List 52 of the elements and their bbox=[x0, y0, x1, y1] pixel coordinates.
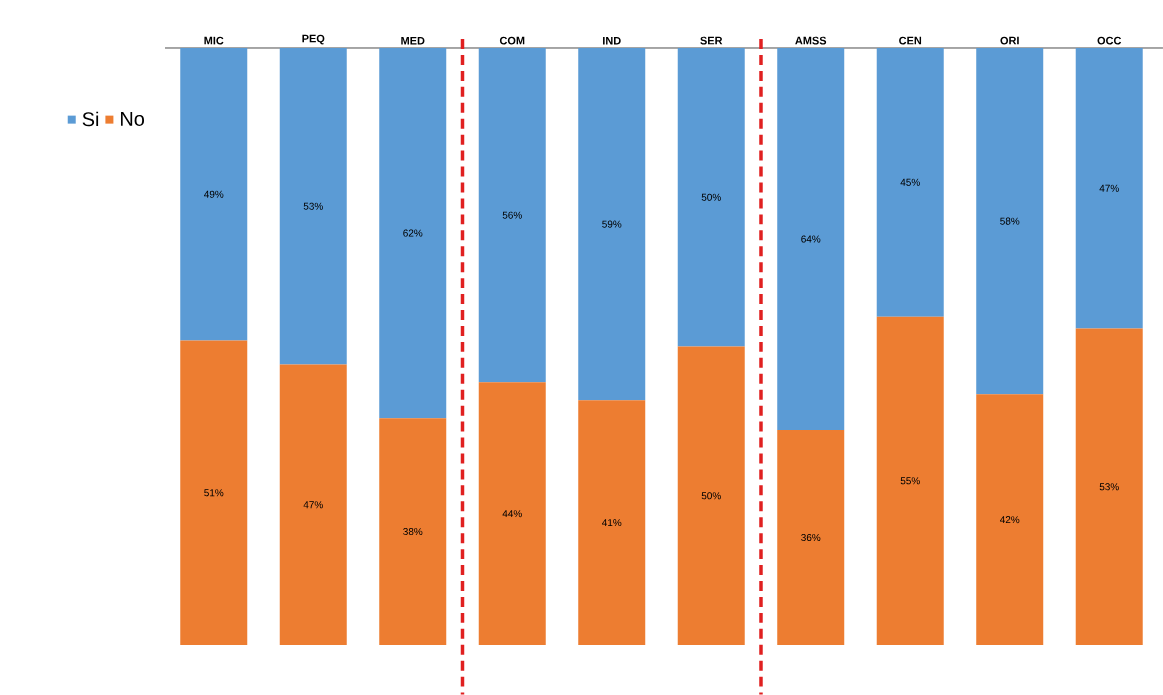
bar bbox=[876, 47, 944, 317]
bar bbox=[976, 394, 1044, 645]
bar bbox=[777, 47, 845, 431]
data-label: 42% bbox=[1000, 516, 1020, 524]
data-label: 36% bbox=[801, 534, 821, 542]
data-label: 59% bbox=[602, 220, 622, 228]
legend-label: No bbox=[121, 112, 145, 126]
data-label: 56% bbox=[502, 211, 522, 219]
data-label: 51% bbox=[204, 489, 224, 497]
bar bbox=[677, 47, 745, 347]
x-tick-label: SER bbox=[700, 36, 723, 45]
x-tick-label: OCC bbox=[1097, 36, 1122, 45]
data-label: 45% bbox=[900, 178, 920, 186]
x-tick-label: MED bbox=[401, 36, 425, 45]
bar bbox=[180, 47, 248, 341]
bar bbox=[578, 47, 646, 401]
data-label: 38% bbox=[403, 528, 423, 536]
data-label: 41% bbox=[602, 519, 622, 527]
legend-label: Si bbox=[82, 111, 99, 127]
data-label: 50% bbox=[701, 492, 721, 500]
data-label: 49% bbox=[204, 190, 224, 198]
data-label: 50% bbox=[701, 193, 721, 201]
bar bbox=[677, 346, 745, 645]
data-label: 53% bbox=[1099, 483, 1119, 491]
bar bbox=[1075, 47, 1143, 329]
data-label: 62% bbox=[403, 229, 423, 237]
x-tick-label: ORI bbox=[1000, 36, 1019, 45]
data-label: 47% bbox=[303, 501, 323, 509]
data-label: 44% bbox=[502, 510, 522, 518]
bar bbox=[976, 47, 1044, 395]
x-tick-label: PEQ bbox=[302, 34, 325, 45]
bar bbox=[279, 364, 347, 645]
bar bbox=[478, 47, 546, 383]
bar bbox=[1075, 328, 1143, 645]
data-label: 53% bbox=[303, 202, 323, 210]
x-tick-label: AMSS bbox=[795, 36, 827, 45]
data-label: 47% bbox=[1099, 184, 1119, 192]
bar bbox=[777, 430, 845, 645]
bar bbox=[478, 382, 546, 645]
data-label: 55% bbox=[900, 477, 920, 485]
x-tick-label: MIC bbox=[204, 36, 224, 45]
bar bbox=[279, 47, 347, 365]
bar bbox=[876, 316, 944, 645]
x-tick-label: CEN bbox=[899, 36, 922, 45]
bar bbox=[578, 400, 646, 645]
bar bbox=[180, 340, 248, 645]
x-tick-label: IND bbox=[603, 36, 621, 45]
bar bbox=[379, 418, 447, 645]
x-tick-label: COM bbox=[499, 36, 525, 45]
data-label: 58% bbox=[1000, 217, 1020, 225]
bar bbox=[379, 47, 447, 419]
data-label: 64% bbox=[801, 235, 821, 243]
